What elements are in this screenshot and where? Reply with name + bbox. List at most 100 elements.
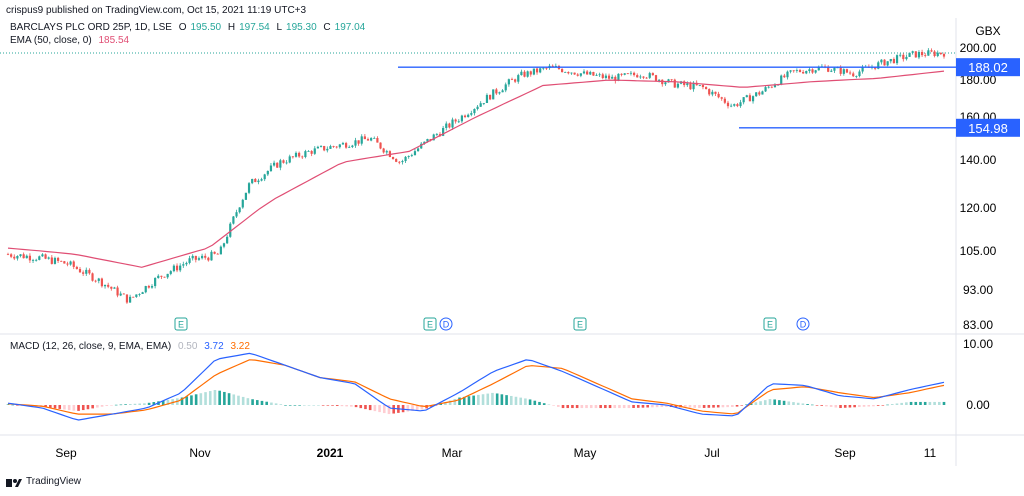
candle-body — [460, 115, 464, 122]
macd-legend[interactable]: MACD (12, 26, close, 9, EMA, EMA) 0.50 3… — [10, 341, 254, 352]
candle-body — [94, 280, 97, 282]
candle-body — [423, 141, 426, 144]
macd-histogram-bar — [331, 405, 334, 406]
candle-body — [432, 134, 435, 141]
macd-histogram-bar — [792, 402, 795, 405]
tradingview-logo[interactable]: TradingView — [6, 476, 81, 487]
candle-body — [63, 261, 66, 264]
candle-body — [874, 67, 877, 69]
macd-histogram-bar — [509, 395, 513, 405]
macd-histogram-bar — [712, 405, 715, 408]
macd-histogram-bar — [77, 405, 80, 411]
candle-body — [138, 293, 141, 295]
candle-body — [589, 71, 592, 75]
candle-body — [310, 151, 313, 154]
high-value: 197.54 — [239, 22, 270, 33]
macd-histogram-bar — [665, 405, 668, 407]
candle-body — [520, 71, 523, 76]
earnings-marker[interactable] — [573, 317, 587, 331]
macd-line-value: 3.72 — [204, 341, 224, 352]
candle-body — [698, 85, 701, 86]
candle-body — [783, 75, 786, 78]
dividend-marker[interactable] — [796, 317, 810, 331]
candle-body — [291, 156, 294, 158]
macd-histogram-bar — [350, 405, 353, 407]
candle-body — [924, 55, 927, 56]
time-tick-label: Sep — [834, 446, 856, 460]
candle-body — [128, 296, 132, 303]
candle-body — [60, 260, 63, 262]
candle-body — [582, 71, 586, 74]
candle-body — [632, 72, 636, 76]
ema-legend[interactable]: EMA (50, close, 0) 185.54 — [10, 35, 133, 46]
macd-histogram-bar — [265, 401, 268, 405]
macd-histogram-bar — [411, 405, 414, 411]
candle-body — [845, 69, 849, 73]
candle-body — [761, 91, 764, 95]
candle-body — [276, 162, 279, 168]
candle-body — [110, 286, 113, 289]
candle-body — [22, 254, 25, 259]
macd-histogram-bar — [354, 405, 358, 408]
macd-histogram-bar — [655, 405, 659, 408]
macd-histogram-bar — [152, 402, 156, 405]
candle-body — [204, 255, 207, 258]
earnings-marker[interactable] — [174, 317, 188, 331]
candle-body — [714, 91, 717, 94]
candle-body — [786, 71, 789, 78]
candle-body — [172, 265, 176, 272]
candle-body — [942, 53, 946, 57]
macd-histogram-bar — [166, 399, 170, 405]
candle-body — [338, 144, 341, 148]
earnings-marker[interactable] — [423, 317, 437, 331]
macd-histogram-bar — [359, 405, 363, 409]
candle-body — [639, 76, 642, 78]
price-level-label: 188.02 — [968, 60, 1008, 75]
candle-body — [6, 254, 10, 256]
candle-body — [313, 148, 316, 154]
candle-body — [507, 79, 510, 85]
candle-body — [601, 74, 604, 79]
time-tick-label: May — [574, 446, 597, 460]
macd-histogram-bar — [213, 389, 217, 405]
candle-body — [902, 54, 905, 60]
earnings-marker[interactable] — [763, 317, 777, 331]
macd-histogram-bar — [698, 405, 701, 408]
close-label: C — [323, 22, 331, 33]
candle-body — [169, 271, 172, 274]
macd-histogram-bar — [260, 400, 264, 405]
macd-histogram-bar — [561, 405, 565, 409]
macd-histogram-bar — [63, 405, 66, 410]
candle-body — [288, 156, 291, 163]
candle-body — [222, 243, 226, 247]
macd-histogram-bar — [834, 405, 838, 408]
macd-tick-label: 10.00 — [963, 337, 993, 351]
candle-body — [404, 156, 407, 162]
macd-histogram-bar — [378, 405, 381, 413]
dividend-marker[interactable] — [439, 317, 453, 331]
low-label: L — [276, 22, 283, 33]
macd-histogram-bar — [288, 405, 292, 406]
candle-body — [892, 58, 896, 64]
candle-body — [10, 254, 13, 257]
candle-body — [103, 284, 107, 287]
candle-body — [370, 138, 373, 141]
macd-histogram-bar — [227, 393, 231, 405]
candle-body — [407, 156, 410, 157]
macd-histogram-bar — [632, 405, 635, 408]
macd-histogram-bar — [312, 405, 316, 406]
candle-body — [883, 59, 886, 66]
macd-histogram-bar — [307, 405, 311, 406]
price-tick-label: 83.00 — [963, 318, 993, 332]
candle-body — [150, 286, 154, 288]
macd-histogram-bar — [481, 394, 485, 405]
candle-body — [692, 82, 695, 90]
candle-body — [501, 90, 504, 93]
candle-body — [711, 91, 714, 95]
candle-body — [795, 70, 798, 71]
candle-body — [495, 89, 498, 94]
candle-body — [933, 51, 936, 57]
price-tick-label: 200.00 — [960, 41, 997, 55]
macd-histogram-bar — [768, 399, 772, 405]
